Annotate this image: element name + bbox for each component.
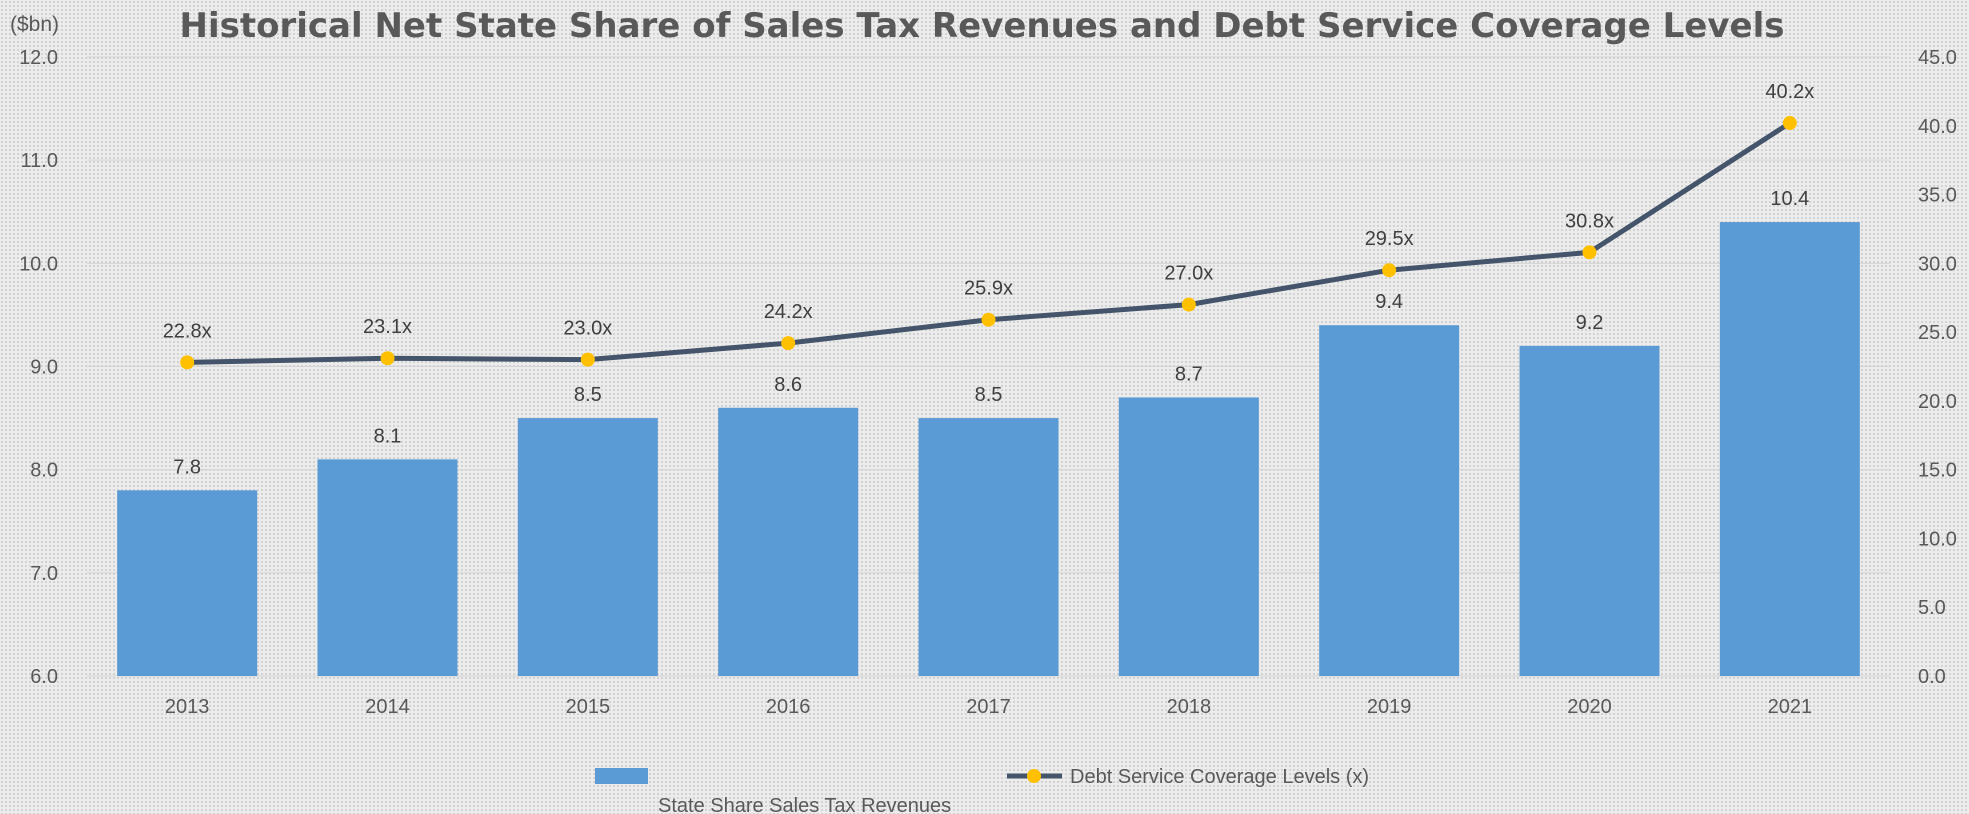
bar	[317, 459, 458, 676]
y-axis-unit-label: ($bn)	[10, 13, 59, 36]
bar	[1118, 397, 1259, 676]
line-data-label: 22.8x	[163, 320, 212, 342]
bar-series	[117, 222, 1860, 677]
bar	[1519, 345, 1660, 676]
right-tick-label: 40.0	[1918, 116, 1957, 138]
x-axis-ticks: 2013 2014 2015 2016 2017 2018 2019 2020 2021	[165, 696, 1812, 718]
line-data-label: 23.0x	[563, 318, 612, 340]
right-tick-label: 45.0	[1918, 47, 1957, 69]
left-tick-label: 9.0	[30, 357, 58, 379]
x-tick-label: 2013	[165, 696, 210, 718]
line-data-label: 30.8x	[1565, 210, 1614, 232]
left-tick-label: 6.0	[30, 666, 58, 688]
line-data-labels: 22.8x 23.1x 23.0x 24.2x 25.9x 27.0x 29.5x 30.8x…	[163, 81, 1815, 342]
legend-bar-swatch	[595, 768, 648, 784]
right-tick-label: 35.0	[1918, 185, 1957, 207]
legend-bar-label: State Share Sales Tax Revenues	[658, 795, 951, 814]
right-tick-label: 30.0	[1918, 253, 1957, 275]
line-marker	[580, 352, 595, 367]
right-tick-label: 20.0	[1918, 391, 1957, 413]
line-data-label: 27.0x	[1164, 263, 1213, 285]
x-tick-label: 2016	[766, 696, 811, 718]
line-marker	[981, 312, 996, 327]
line-data-label: 25.9x	[964, 278, 1013, 300]
x-tick-label: 2018	[1167, 696, 1212, 718]
bar	[117, 490, 258, 676]
bar-data-label: 10.4	[1770, 188, 1809, 210]
x-tick-label: 2019	[1367, 696, 1412, 718]
legend: State Share Sales Tax Revenues Debt Serv…	[595, 766, 1369, 814]
line-marker	[380, 351, 395, 366]
legend-line-label: Debt Service Coverage Levels (x)	[1070, 766, 1369, 788]
x-tick-label: 2021	[1768, 696, 1813, 718]
line-marker	[1782, 116, 1797, 131]
x-tick-label: 2015	[566, 696, 611, 718]
bar-data-labels: 7.8 8.1 8.5 8.6 8.5 8.7 9.4 9.2 10.4	[173, 188, 1809, 478]
bar	[918, 418, 1059, 676]
line-marker	[1382, 263, 1397, 278]
right-tick-label: 5.0	[1918, 597, 1946, 619]
x-tick-label: 2014	[365, 696, 410, 718]
left-tick-label: 7.0	[30, 563, 58, 585]
line-data-label: 29.5x	[1365, 228, 1414, 250]
left-tick-label: 11.0	[21, 150, 58, 172]
right-tick-label: 0.0	[1918, 666, 1946, 688]
line-marker	[1181, 297, 1196, 312]
bar-data-label: 8.5	[975, 384, 1003, 406]
left-tick-label: 10.0	[19, 253, 58, 275]
line-marker	[1582, 245, 1597, 260]
bar	[1719, 222, 1860, 677]
right-tick-label: 25.0	[1918, 322, 1957, 344]
line-data-label: 23.1x	[363, 316, 412, 338]
line-marker	[781, 336, 796, 351]
legend-line-marker	[1027, 769, 1041, 783]
left-axis-ticks: 6.0 7.0 8.0 9.0 10.0 11.0 12.0	[19, 47, 58, 688]
line-data-label: 24.2x	[764, 301, 813, 323]
chart-title: Historical Net State Share of Sales Tax …	[180, 6, 1785, 46]
x-tick-label: 2017	[966, 696, 1011, 718]
right-tick-label: 10.0	[1918, 528, 1957, 550]
left-tick-label: 12.0	[19, 47, 58, 69]
x-tick-label: 2020	[1567, 696, 1612, 718]
right-axis-ticks: 0.0 5.0 10.0 15.0 20.0 25.0 30.0 35.0 40.0 45.0	[1918, 47, 1957, 688]
bar	[718, 407, 859, 676]
bar-data-label: 8.5	[574, 384, 602, 406]
bar-data-label: 7.8	[173, 456, 201, 478]
right-tick-label: 15.0	[1918, 460, 1957, 482]
bar	[1319, 325, 1460, 676]
bar-data-label: 8.7	[1175, 363, 1203, 385]
bar-data-label: 8.1	[374, 425, 402, 447]
line-data-label: 40.2x	[1765, 81, 1814, 103]
line-series	[180, 116, 1797, 370]
bar-data-label: 9.2	[1576, 312, 1604, 334]
bar-data-label: 8.6	[774, 374, 802, 396]
bar-data-label: 9.4	[1375, 291, 1403, 313]
line-marker	[180, 355, 195, 370]
bar	[517, 418, 658, 676]
left-tick-label: 8.0	[30, 460, 58, 482]
